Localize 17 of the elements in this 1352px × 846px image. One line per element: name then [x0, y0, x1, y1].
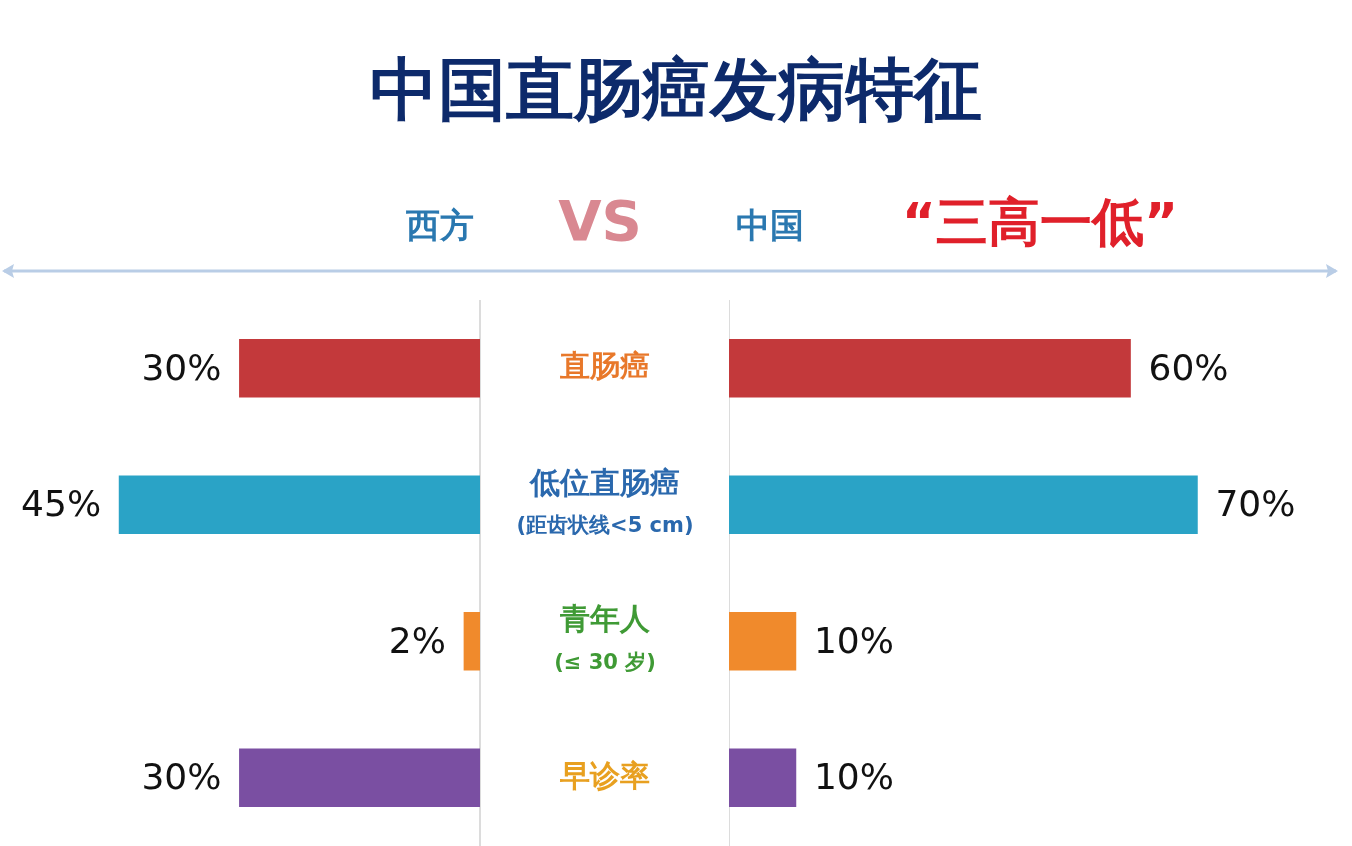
data-label: 30% — [141, 756, 222, 798]
data-label: 60% — [1148, 346, 1229, 388]
text: 西方 — [405, 204, 475, 247]
text: 中国直肠癌发病特征 — [369, 49, 983, 131]
y-tick-label: 低位直肠癌 (距齿状线<5 cm) — [516, 464, 694, 538]
text: “三高一低” — [900, 191, 1180, 254]
data-label: 45% — [21, 483, 102, 525]
text: 中国 — [735, 204, 805, 247]
y-tick-label: 直肠癌 — [559, 348, 650, 384]
y-tick-label: 早诊率 — [559, 757, 650, 793]
data-label: 30% — [141, 346, 222, 388]
data-label: 10% — [813, 619, 894, 661]
data-label: 10% — [813, 756, 894, 798]
data-label: 70% — [1215, 483, 1296, 525]
text: VS — [558, 188, 642, 253]
data-label: 2% — [388, 619, 446, 661]
y-tick-label: 青年人 (≤ 30 岁) — [554, 601, 656, 674]
